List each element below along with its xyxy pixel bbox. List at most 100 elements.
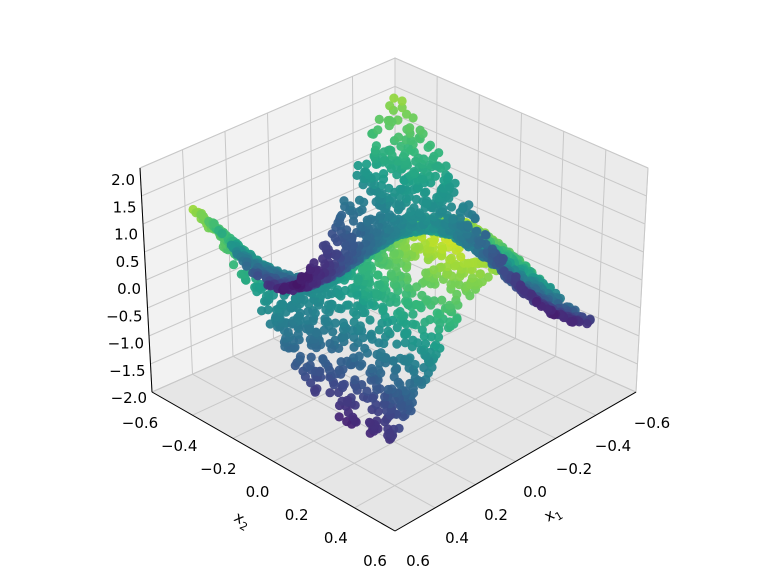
- data-point: [357, 205, 367, 215]
- data-point: [268, 290, 278, 300]
- data-point: [367, 363, 377, 374]
- data-point: [470, 213, 480, 223]
- data-point: [196, 209, 206, 220]
- data-point: [430, 171, 440, 181]
- x1-gridline: [182, 149, 436, 509]
- z-tick-label: 1.5: [113, 198, 137, 216]
- data-point: [370, 288, 380, 298]
- data-point: [425, 140, 435, 150]
- data-point: [444, 300, 455, 310]
- z-tick-label: 0.0: [117, 280, 141, 298]
- data-point: [353, 160, 363, 171]
- z-tick-label: 0.5: [116, 253, 140, 271]
- data-point: [362, 386, 372, 396]
- z-axis-line: [139, 167, 153, 393]
- data-point: [526, 289, 536, 299]
- data-point: [582, 319, 592, 329]
- data-point: [379, 399, 389, 409]
- data-point: [399, 175, 409, 185]
- data-point: [339, 196, 349, 206]
- data-point: [463, 258, 473, 268]
- data-point: [383, 326, 393, 336]
- data-point: [403, 143, 413, 153]
- data-point: [499, 266, 509, 276]
- data-point: [384, 183, 394, 193]
- data-point: [487, 244, 497, 254]
- data-point: [371, 141, 381, 151]
- data-point: [365, 315, 375, 325]
- data-point: [334, 365, 344, 375]
- data-point: [303, 306, 313, 317]
- data-point: [373, 125, 383, 135]
- data-point: [402, 328, 412, 338]
- data-point: [443, 172, 454, 182]
- data-point: [315, 366, 325, 376]
- data-point: [342, 395, 352, 405]
- data-point: [452, 289, 462, 299]
- data-point: [406, 135, 416, 146]
- data-point: [366, 331, 376, 341]
- data-point: [409, 203, 419, 213]
- data-point: [417, 325, 427, 335]
- data-point: [566, 317, 576, 327]
- data-point: [441, 161, 451, 171]
- data-point: [358, 333, 368, 343]
- data-point: [405, 123, 415, 133]
- data-point: [325, 388, 335, 398]
- data-point: [349, 332, 359, 342]
- data-point: [431, 340, 441, 350]
- data-point: [209, 219, 219, 229]
- data-point: [448, 213, 458, 224]
- z-tick-label: 1.0: [114, 226, 138, 244]
- data-point: [419, 363, 429, 373]
- data-point: [330, 318, 340, 328]
- x1-tick-label: 0.6: [406, 552, 430, 570]
- x2-tick-label: −0.6: [122, 414, 158, 432]
- data-point: [454, 279, 464, 290]
- data-point: [480, 230, 490, 240]
- data-point: [394, 199, 404, 209]
- data-point: [339, 379, 349, 389]
- data-point: [226, 240, 236, 250]
- data-point: [405, 378, 415, 389]
- data-point: [362, 215, 372, 225]
- data-point: [379, 147, 389, 157]
- data-point: [429, 296, 439, 306]
- x2-axis-label: x2: [230, 508, 254, 534]
- data-point: [432, 308, 442, 318]
- data-point: [349, 317, 359, 327]
- data-point: [378, 302, 388, 312]
- data-point: [395, 353, 405, 363]
- data-point: [338, 318, 348, 328]
- data-point: [309, 258, 319, 268]
- data-point: [356, 221, 366, 231]
- z-tick-label: −2.0: [111, 389, 147, 407]
- data-point: [280, 282, 290, 292]
- data-point: [450, 178, 460, 188]
- x2-tick-label: −0.2: [200, 460, 236, 478]
- x2-tick-label: −0.4: [161, 437, 197, 455]
- data-point: [323, 290, 333, 300]
- x1-axis-label: x1: [541, 502, 565, 528]
- data-point: [415, 125, 425, 135]
- data-point: [354, 195, 365, 205]
- data-point: [336, 304, 346, 314]
- data-point: [389, 93, 399, 103]
- data-point: [401, 289, 411, 299]
- data-point: [373, 280, 383, 290]
- data-point: [397, 103, 407, 113]
- data-point: [366, 375, 376, 385]
- data-point: [393, 308, 403, 319]
- data-point: [531, 296, 542, 307]
- data-point: [373, 270, 383, 280]
- axis-lines: [139, 167, 637, 532]
- data-point: [385, 101, 395, 111]
- data-point: [421, 268, 431, 278]
- data-point: [379, 169, 389, 179]
- data-point: [400, 338, 410, 348]
- data-point: [334, 412, 344, 422]
- x2-tick-label: 0.2: [285, 506, 309, 524]
- data-point: [463, 220, 473, 230]
- data-point: [422, 196, 432, 206]
